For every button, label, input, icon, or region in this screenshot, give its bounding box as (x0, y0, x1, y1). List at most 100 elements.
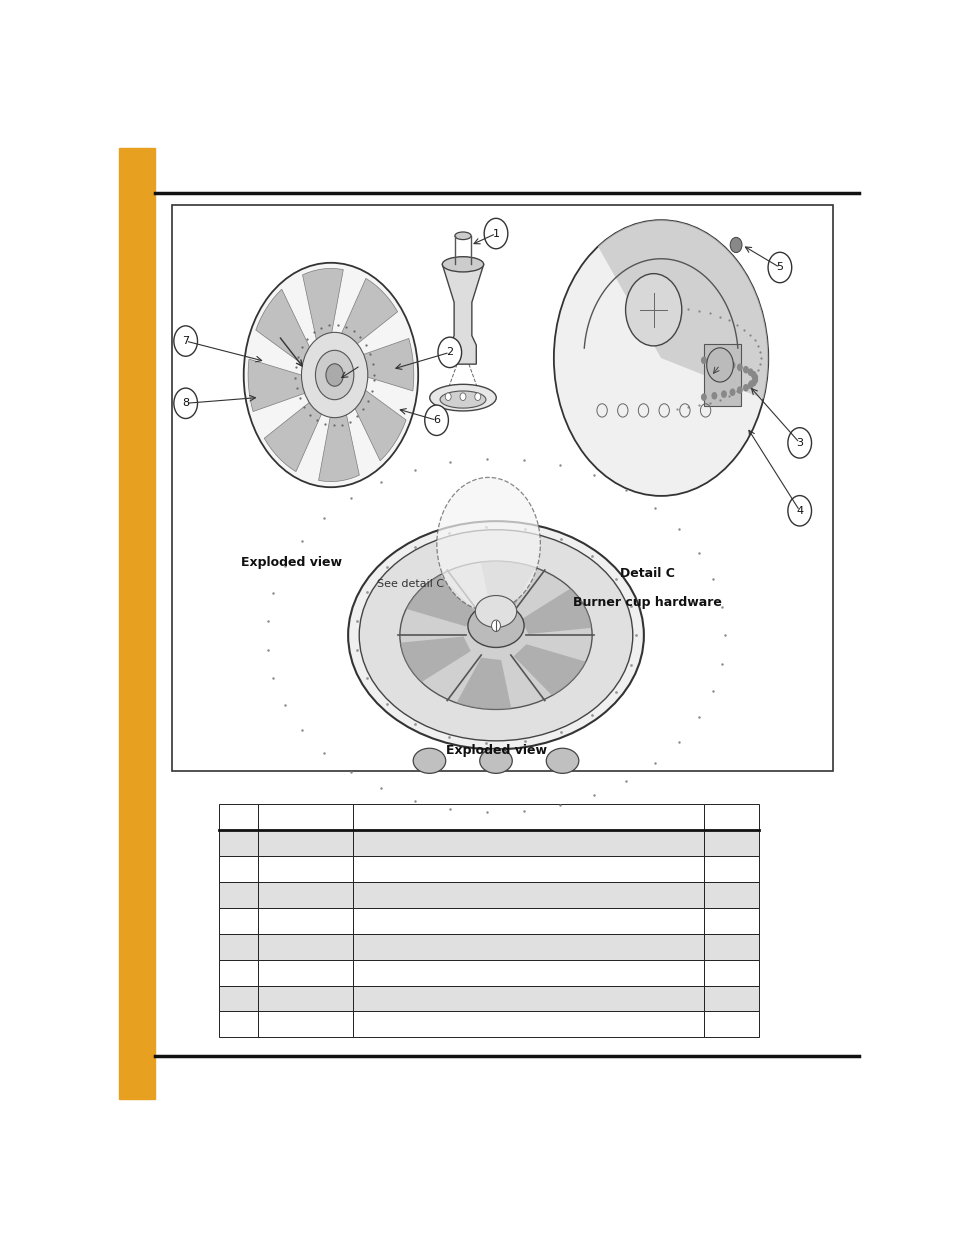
Ellipse shape (348, 521, 643, 750)
Bar (703, 986, 758, 1011)
Text: 5: 5 (776, 263, 782, 273)
Polygon shape (598, 220, 767, 399)
Polygon shape (349, 383, 406, 461)
Circle shape (729, 237, 741, 253)
Bar (353, 934, 703, 960)
Text: 1: 1 (492, 228, 499, 238)
Polygon shape (406, 576, 477, 626)
Text: Exploded view: Exploded view (240, 556, 341, 569)
Circle shape (729, 389, 735, 396)
Bar (219, 960, 258, 986)
Ellipse shape (399, 561, 592, 709)
Circle shape (752, 377, 758, 384)
Circle shape (700, 357, 706, 364)
Circle shape (700, 393, 706, 401)
Text: 2: 2 (446, 347, 453, 357)
Polygon shape (520, 588, 591, 634)
Text: Burner cup hardware: Burner cup hardware (573, 595, 721, 609)
Circle shape (436, 478, 539, 610)
Bar (703, 804, 758, 830)
Circle shape (424, 405, 448, 436)
Circle shape (787, 427, 811, 458)
Polygon shape (318, 401, 359, 482)
Bar (258, 908, 353, 934)
Circle shape (706, 348, 733, 382)
Bar (219, 934, 258, 960)
Bar (219, 908, 258, 934)
Circle shape (625, 274, 681, 346)
Ellipse shape (429, 384, 496, 411)
Circle shape (437, 337, 461, 368)
Text: 6: 6 (433, 415, 439, 425)
Bar (119, 148, 154, 1099)
Circle shape (711, 391, 717, 400)
Bar (353, 856, 703, 882)
Text: 7: 7 (182, 336, 189, 346)
Bar (353, 986, 703, 1011)
Ellipse shape (479, 748, 512, 773)
Circle shape (243, 263, 417, 488)
Circle shape (752, 373, 758, 382)
Bar (353, 830, 703, 856)
Ellipse shape (475, 595, 517, 627)
Circle shape (750, 379, 756, 387)
Circle shape (747, 382, 753, 389)
Circle shape (475, 393, 480, 400)
Circle shape (711, 358, 717, 366)
Bar (703, 345, 740, 406)
Text: Exploded view: Exploded view (445, 743, 546, 757)
Circle shape (554, 220, 767, 496)
Circle shape (767, 252, 791, 283)
Bar (258, 960, 353, 986)
Bar (353, 960, 703, 986)
Circle shape (787, 495, 811, 526)
Circle shape (742, 366, 748, 373)
Bar (703, 882, 758, 908)
Bar (219, 1011, 258, 1037)
Ellipse shape (442, 257, 483, 272)
Bar (258, 934, 353, 960)
Polygon shape (480, 561, 535, 613)
Circle shape (173, 326, 197, 356)
Circle shape (445, 393, 451, 400)
Text: 8: 8 (182, 399, 189, 409)
Bar (703, 960, 758, 986)
Polygon shape (255, 289, 313, 368)
Polygon shape (456, 657, 511, 709)
Bar (703, 856, 758, 882)
Bar (353, 804, 703, 830)
Circle shape (720, 390, 726, 398)
Polygon shape (513, 645, 585, 695)
Circle shape (720, 359, 726, 367)
Circle shape (326, 364, 343, 387)
Ellipse shape (546, 748, 578, 773)
Circle shape (301, 332, 368, 417)
Bar (353, 1011, 703, 1037)
Bar (258, 856, 353, 882)
Polygon shape (336, 278, 397, 352)
Text: 4: 4 (796, 506, 802, 516)
Text: Detail C: Detail C (619, 567, 675, 580)
Polygon shape (302, 268, 343, 348)
Polygon shape (352, 338, 414, 391)
Bar (219, 986, 258, 1011)
Bar (258, 1011, 353, 1037)
Bar (219, 882, 258, 908)
Circle shape (173, 388, 197, 419)
Text: See detail C: See detail C (376, 579, 444, 589)
Circle shape (736, 363, 742, 372)
Ellipse shape (439, 391, 485, 408)
Bar (703, 1011, 758, 1037)
Ellipse shape (455, 232, 471, 240)
Ellipse shape (467, 604, 523, 647)
Circle shape (736, 387, 742, 394)
Circle shape (747, 368, 753, 375)
Bar (258, 830, 353, 856)
Polygon shape (248, 359, 310, 411)
Bar (219, 804, 258, 830)
Ellipse shape (359, 530, 632, 741)
Circle shape (484, 219, 507, 248)
Bar (703, 934, 758, 960)
Circle shape (315, 351, 354, 400)
Circle shape (459, 393, 465, 400)
